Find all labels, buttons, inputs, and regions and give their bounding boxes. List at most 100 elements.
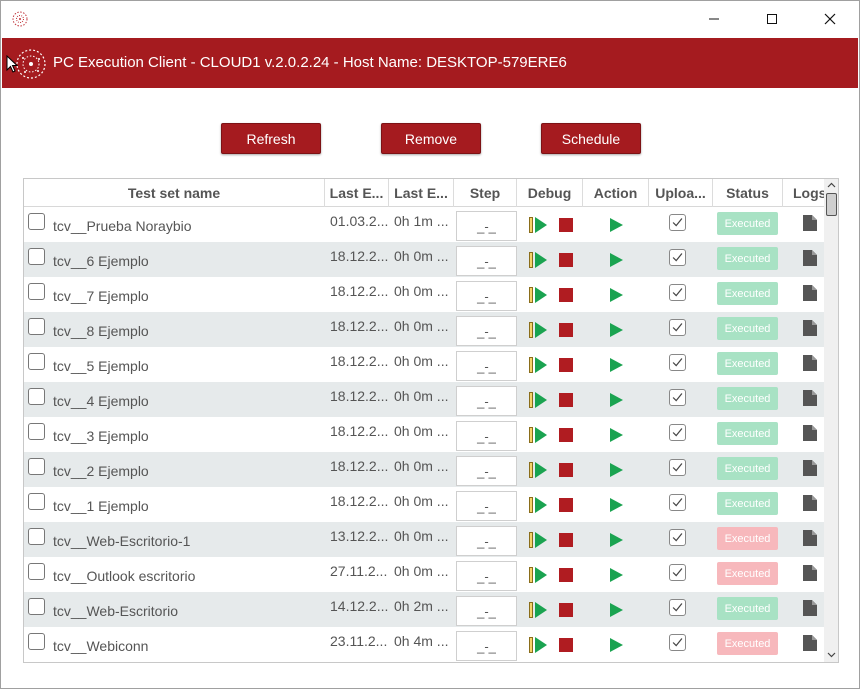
upload-checkbox[interactable] (669, 249, 686, 266)
scroll-up-arrow-icon[interactable] (827, 182, 836, 188)
upload-checkbox[interactable] (669, 529, 686, 546)
upload-checkbox[interactable] (669, 214, 686, 231)
log-file-icon[interactable] (803, 215, 817, 231)
column-header-status[interactable]: Status (713, 179, 783, 207)
run-play-icon[interactable] (608, 217, 624, 233)
upload-checkbox[interactable] (669, 284, 686, 301)
run-play-icon[interactable] (608, 252, 624, 268)
row-select-checkbox[interactable] (28, 248, 45, 265)
debug-play-icon[interactable] (535, 497, 547, 513)
debug-step-icon[interactable] (529, 322, 533, 338)
debug-play-icon[interactable] (535, 392, 547, 408)
log-file-icon[interactable] (803, 285, 817, 301)
remove-button[interactable]: Remove (381, 123, 481, 154)
debug-play-icon[interactable] (535, 322, 547, 338)
debug-play-icon[interactable] (535, 462, 547, 478)
row-select-checkbox[interactable] (28, 388, 45, 405)
column-header-upload[interactable]: Uploa... (649, 179, 713, 207)
step-field[interactable]: _-_ (456, 316, 517, 346)
vertical-scrollbar[interactable] (824, 179, 838, 662)
debug-step-icon[interactable] (529, 287, 533, 303)
column-header-last-execution-date[interactable]: Last E... (325, 179, 389, 207)
log-file-icon[interactable] (803, 425, 817, 441)
upload-checkbox[interactable] (669, 599, 686, 616)
upload-checkbox[interactable] (669, 319, 686, 336)
debug-play-icon[interactable] (535, 532, 547, 548)
step-field[interactable]: _-_ (456, 631, 517, 661)
debug-play-icon[interactable] (535, 217, 547, 233)
table-row[interactable]: tcv__Prueba Noraybio 01.03.2... 0h 1m ..… (24, 207, 824, 242)
column-header-action[interactable]: Action (583, 179, 649, 207)
run-play-icon[interactable] (608, 357, 624, 373)
table-row[interactable]: tcv__Web-Escritorio 14.12.2... 0h 2m ...… (24, 592, 824, 627)
table-row[interactable]: tcv__4 Ejemplo 18.12.2... 0h 0m ... _-_ … (24, 382, 824, 417)
log-file-icon[interactable] (803, 320, 817, 336)
row-select-checkbox[interactable] (28, 563, 45, 580)
run-play-icon[interactable] (608, 567, 624, 583)
step-field[interactable]: _-_ (456, 211, 517, 241)
column-header-test-set-name[interactable]: Test set name (24, 179, 325, 207)
log-file-icon[interactable] (803, 250, 817, 266)
debug-step-icon[interactable] (529, 602, 533, 618)
log-file-icon[interactable] (803, 355, 817, 371)
row-select-checkbox[interactable] (28, 528, 45, 545)
table-row[interactable]: tcv__1 Ejemplo 18.12.2... 0h 0m ... _-_ … (24, 487, 824, 522)
debug-stop-icon[interactable] (559, 218, 573, 232)
upload-checkbox[interactable] (669, 634, 686, 651)
column-header-logs[interactable]: Logs (793, 185, 824, 201)
log-file-icon[interactable] (803, 530, 817, 546)
debug-step-icon[interactable] (529, 252, 533, 268)
run-play-icon[interactable] (608, 322, 624, 338)
debug-stop-icon[interactable] (559, 568, 573, 582)
debug-stop-icon[interactable] (559, 253, 573, 267)
log-file-icon[interactable] (803, 635, 817, 651)
column-header-debug[interactable]: Debug (517, 179, 583, 207)
step-field[interactable]: _-_ (456, 491, 517, 521)
step-field[interactable]: _-_ (456, 281, 517, 311)
debug-step-icon[interactable] (529, 392, 533, 408)
row-select-checkbox[interactable] (28, 353, 45, 370)
refresh-button[interactable]: Refresh (221, 123, 321, 154)
step-field[interactable]: _-_ (456, 246, 517, 276)
upload-checkbox[interactable] (669, 354, 686, 371)
row-select-checkbox[interactable] (28, 458, 45, 475)
step-field[interactable]: _-_ (456, 386, 517, 416)
log-file-icon[interactable] (803, 460, 817, 476)
step-field[interactable]: _-_ (456, 561, 517, 591)
upload-checkbox[interactable] (669, 424, 686, 441)
run-play-icon[interactable] (608, 427, 624, 443)
debug-play-icon[interactable] (535, 287, 547, 303)
run-play-icon[interactable] (608, 602, 624, 618)
debug-step-icon[interactable] (529, 637, 533, 653)
table-row[interactable]: tcv__Web-Escritorio-1 13.12.2... 0h 0m .… (24, 522, 824, 557)
debug-play-icon[interactable] (535, 637, 547, 653)
step-field[interactable]: _-_ (456, 596, 517, 626)
scroll-down-arrow-icon[interactable] (827, 652, 836, 658)
debug-step-icon[interactable] (529, 427, 533, 443)
table-row[interactable]: tcv__Webiconn 23.11.2... 0h 4m ... _-_ E… (24, 627, 824, 662)
schedule-button[interactable]: Schedule (541, 123, 641, 154)
row-select-checkbox[interactable] (28, 213, 45, 230)
debug-step-icon[interactable] (529, 567, 533, 583)
debug-stop-icon[interactable] (559, 463, 573, 477)
run-play-icon[interactable] (608, 462, 624, 478)
step-field[interactable]: _-_ (456, 421, 517, 451)
debug-play-icon[interactable] (535, 567, 547, 583)
debug-stop-icon[interactable] (559, 288, 573, 302)
run-play-icon[interactable] (608, 637, 624, 653)
table-row[interactable]: tcv__5 Ejemplo 18.12.2... 0h 0m ... _-_ … (24, 347, 824, 382)
table-row[interactable]: tcv__Outlook escritorio 27.11.2... 0h 0m… (24, 557, 824, 592)
row-select-checkbox[interactable] (28, 318, 45, 335)
column-header-step[interactable]: Step (454, 179, 517, 207)
scrollbar-thumb[interactable] (826, 193, 837, 216)
debug-stop-icon[interactable] (559, 358, 573, 372)
run-play-icon[interactable] (608, 392, 624, 408)
step-field[interactable]: _-_ (456, 456, 517, 486)
debug-stop-icon[interactable] (559, 533, 573, 547)
debug-stop-icon[interactable] (559, 498, 573, 512)
upload-checkbox[interactable] (669, 494, 686, 511)
debug-stop-icon[interactable] (559, 603, 573, 617)
debug-stop-icon[interactable] (559, 393, 573, 407)
row-select-checkbox[interactable] (28, 493, 45, 510)
upload-checkbox[interactable] (669, 564, 686, 581)
